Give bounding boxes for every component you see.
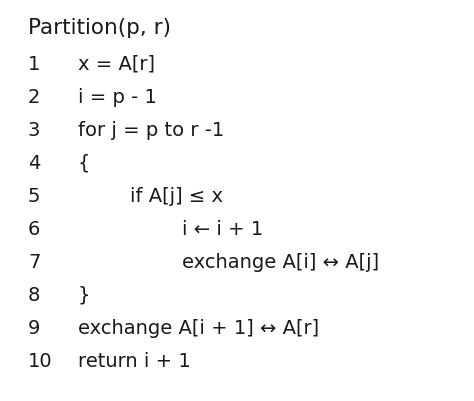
Text: 5: 5	[28, 186, 40, 205]
Text: 2: 2	[28, 88, 40, 107]
Text: }: }	[78, 285, 91, 304]
Text: exchange A[i + 1] ↔ A[r]: exchange A[i + 1] ↔ A[r]	[78, 318, 319, 337]
Text: for j = p to r -1: for j = p to r -1	[78, 121, 224, 140]
Text: 4: 4	[28, 154, 40, 172]
Text: 8: 8	[28, 285, 40, 304]
Text: i = p - 1: i = p - 1	[78, 88, 157, 107]
Text: 10: 10	[28, 351, 53, 370]
Text: x = A[r]: x = A[r]	[78, 55, 155, 74]
Text: return i + 1: return i + 1	[78, 351, 191, 370]
Text: exchange A[i] ↔ A[j]: exchange A[i] ↔ A[j]	[182, 252, 379, 271]
Text: {: {	[78, 154, 91, 172]
Text: 3: 3	[28, 121, 40, 140]
Text: i ← i + 1: i ← i + 1	[182, 219, 263, 239]
Text: Partition(p, r): Partition(p, r)	[28, 18, 171, 38]
Text: 7: 7	[28, 252, 40, 271]
Text: 1: 1	[28, 55, 40, 74]
Text: 9: 9	[28, 318, 40, 337]
Text: 6: 6	[28, 219, 40, 239]
Text: if A[j] ≤ x: if A[j] ≤ x	[130, 186, 223, 205]
